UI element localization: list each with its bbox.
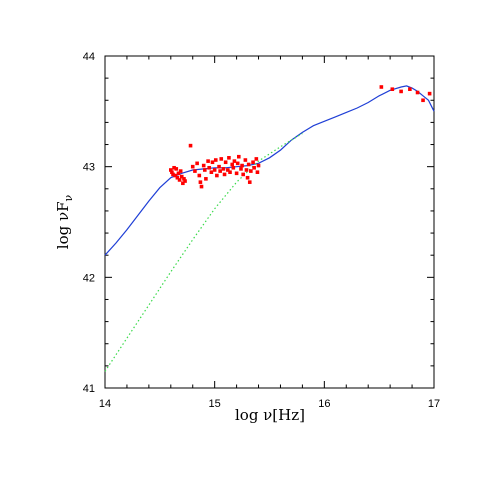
data-point [170,170,174,174]
data-point [234,171,239,176]
y-axis-label-subscript: ν [62,194,75,201]
data-point [235,161,240,166]
data-point [221,167,226,171]
data-point [228,170,232,174]
data-point [174,167,179,171]
data-point [415,90,420,95]
data-point [231,165,236,170]
axis-tick-labels: 14 15 16 17 41 42 43 44 [83,51,440,410]
axis-ticks [104,55,435,389]
data-point [188,143,193,148]
data-point [183,179,187,183]
data-point [210,160,215,165]
model-curves [104,85,435,372]
data-point [249,169,253,173]
data-point [399,89,403,94]
data-point [230,162,235,167]
data-point [215,173,219,178]
x-tick-label: 15 [209,398,221,410]
data-point [178,169,183,173]
data-point [241,172,245,177]
data-point [176,171,181,176]
data-point [171,172,175,177]
data-point [236,154,241,159]
data-point [245,175,250,180]
data-point [181,181,185,186]
data-point [207,165,211,170]
data-point [251,160,255,165]
plot-frame [104,55,435,389]
data-point [243,158,248,162]
y-axis-label-main: log νF [54,201,72,249]
y-axis-label: log νFν [54,194,75,249]
data-point [204,177,208,181]
data-point [244,168,249,172]
data-point [256,163,261,168]
data-point [213,158,218,162]
data-point [223,160,228,165]
data-point [201,163,206,168]
data-point [227,156,231,160]
data-point [199,184,204,189]
data-point [239,167,243,171]
data-point [179,174,184,179]
data-point [182,177,186,181]
data-point [246,162,251,167]
data-point [408,87,412,91]
data-point [232,159,237,163]
y-tick-label: 42 [83,272,95,284]
data-point [206,159,210,163]
data-point [247,180,252,184]
data-point [379,85,384,89]
data-point [252,165,256,170]
data-point [390,87,395,91]
data-point [427,91,432,96]
data-point [202,168,207,172]
y-tick-label: 43 [83,162,95,174]
data-point [421,98,425,103]
data-points [169,85,432,189]
y-tick-label: 44 [83,51,95,63]
data-point [190,164,195,169]
dotted-model-curve [104,132,303,372]
x-tick-label: 14 [99,398,111,410]
data-point [218,169,222,173]
data-point [226,168,230,172]
data-point [212,168,217,172]
data-point [219,157,224,161]
data-point [222,172,227,177]
solid-model-curve [104,85,435,256]
data-point [209,170,214,174]
x-tick-label: 17 [428,398,440,410]
data-point [217,164,221,169]
data-point [175,175,180,180]
data-point [198,180,203,184]
data-point [173,173,177,178]
data-point [197,173,202,178]
y-tick-label: 41 [83,383,95,395]
data-point [254,157,259,161]
data-point [169,168,173,172]
data-point [172,165,176,170]
data-point [240,163,244,168]
data-point [255,170,260,174]
x-axis-label: log ν[Hz] [235,406,305,424]
data-point [177,178,182,182]
data-point [195,161,199,166]
data-point [193,169,197,173]
x-tick-label: 16 [318,398,330,410]
